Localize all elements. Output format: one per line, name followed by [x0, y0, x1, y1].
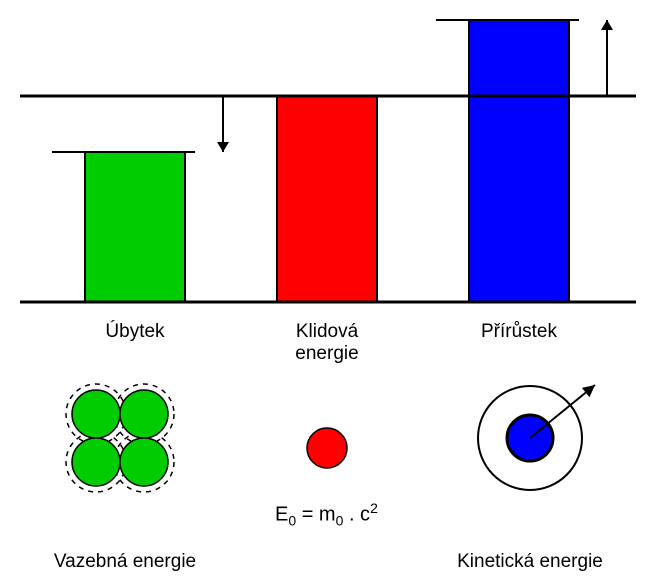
rest-mass-dot [307, 428, 347, 468]
formula-rest-energy: E0 = m0 . c2 [275, 500, 378, 529]
bar-kinetic-energy [469, 20, 569, 302]
bar-binding-energy [85, 152, 185, 302]
label-kineticka-energie: Kinetická energie [380, 551, 656, 573]
atom-nucleon-3 [120, 438, 168, 486]
label-vazebna-energie: Vazebná energie [0, 551, 275, 573]
atom-nucleon-2 [72, 438, 120, 486]
kinetic-arrow-shaft [530, 385, 595, 438]
arrow-down-head [217, 142, 229, 152]
label-klidova-line2: energie [177, 343, 477, 365]
atom-nucleon-0 [72, 390, 120, 438]
physics-energy-diagram [0, 0, 656, 582]
arrow-up-head [601, 20, 613, 30]
label-prirustek: Přírůstek [369, 321, 656, 343]
kinetic-arrow-head [582, 385, 595, 397]
bar-rest-energy [277, 96, 377, 302]
atom-nucleon-1 [120, 390, 168, 438]
